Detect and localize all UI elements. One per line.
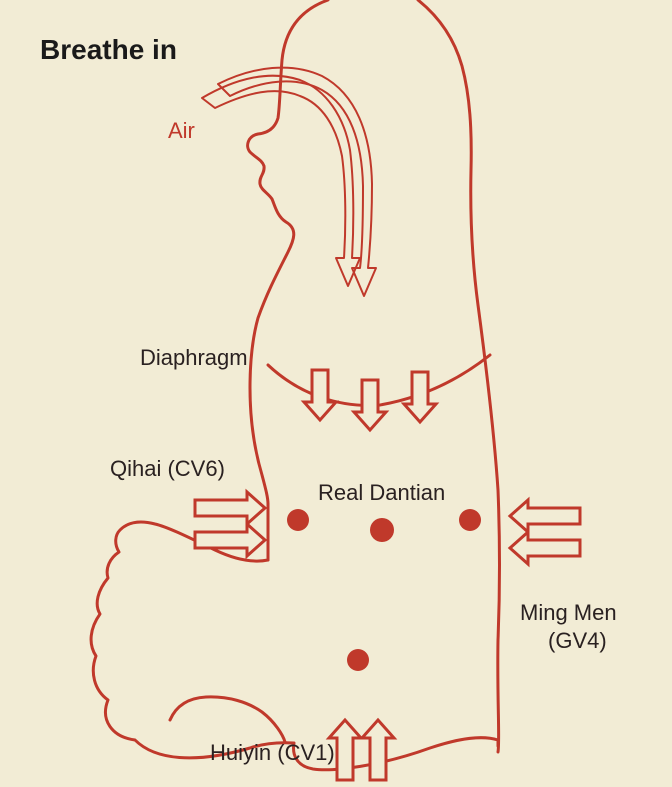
arrow-left xyxy=(510,500,580,532)
arrow-left xyxy=(510,532,580,564)
diagram-stage: Breathe in Air Diaphragm Qihai (CV6) Rea… xyxy=(0,0,672,787)
arrow-down xyxy=(304,370,336,420)
arrow-right xyxy=(195,524,265,556)
label-huiyin: Huiyin (CV1) xyxy=(210,740,335,766)
point-real_dantian xyxy=(370,518,394,542)
label-air: Air xyxy=(168,118,195,144)
point-huiyin xyxy=(347,649,369,671)
arrow-up xyxy=(362,720,394,780)
foot-outline xyxy=(170,697,285,742)
label-real-dantian: Real Dantian xyxy=(318,480,445,506)
label-ming-men-2: (GV4) xyxy=(548,628,607,654)
air-arrow-1 xyxy=(202,76,360,286)
label-ming-men-1: Ming Men xyxy=(520,600,617,626)
point-ming_men xyxy=(459,509,481,531)
label-diaphragm: Diaphragm xyxy=(140,345,248,371)
label-qihai: Qihai (CV6) xyxy=(110,456,225,482)
arrow-right xyxy=(195,492,265,524)
breathing-figure xyxy=(0,0,672,787)
point-qihai xyxy=(287,509,309,531)
